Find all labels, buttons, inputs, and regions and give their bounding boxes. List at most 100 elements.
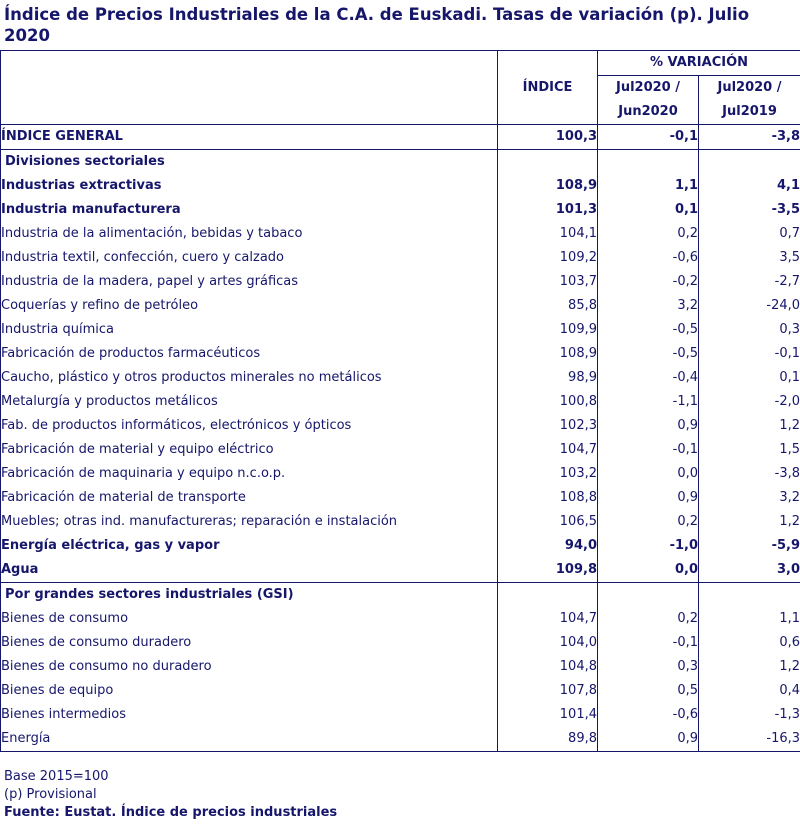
row-index: 89,8 bbox=[497, 727, 598, 752]
row-label: Fabricación de productos farmacéuticos bbox=[0, 342, 498, 366]
row-year: -5,9 bbox=[697, 534, 800, 558]
header-month-line1: Jul2020 / bbox=[615, 80, 680, 95]
row-year: -2,0 bbox=[697, 390, 800, 414]
footnote-base: Base 2015=100 bbox=[4, 769, 109, 784]
table-row: Bienes de equipo 107,8 0,5 0,4 bbox=[0, 679, 800, 703]
row-index: 109,2 bbox=[497, 246, 598, 270]
row-label: ÍNDICE GENERAL bbox=[0, 124, 498, 150]
table-subheader-row: Jul2020 / Jun2020 Jul2020 / Jul2019 bbox=[1, 75, 800, 125]
row-label: Caucho, plástico y otros productos miner… bbox=[0, 366, 498, 390]
row-month: 0,2 bbox=[597, 510, 699, 534]
table-row: Fabricación de maquinaria y equipo n.c.o… bbox=[0, 462, 800, 486]
row-label: Industria de la alimentación, bebidas y … bbox=[0, 222, 498, 246]
row-index: 106,5 bbox=[497, 510, 598, 534]
row-label: Bienes de consumo bbox=[0, 607, 498, 631]
table-row: Industria manufacturera 101,3 0,1 -3,5 bbox=[0, 198, 800, 222]
row-label: Coquerías y refino de petróleo bbox=[0, 294, 498, 318]
document-title: Índice de Precios Industriales de la C.A… bbox=[4, 5, 750, 45]
section-heading: Divisiones sectoriales bbox=[0, 149, 498, 174]
row-label: Industrias extractivas bbox=[0, 174, 498, 198]
header-year-line2: Jul2019 bbox=[722, 104, 777, 119]
table-row: Por grandes sectores industriales (GSI) bbox=[0, 582, 800, 607]
row-label: Agua bbox=[0, 558, 498, 583]
table-row: Bienes de consumo 104,7 0,2 1,1 bbox=[0, 607, 800, 631]
row-index: 109,9 bbox=[497, 318, 598, 342]
row-index: 85,8 bbox=[497, 294, 598, 318]
row-year: -16,3 bbox=[697, 727, 800, 752]
row-label: Muebles; otras ind. manufactureras; repa… bbox=[0, 510, 498, 534]
table-row: Industria textil, confección, cuero y ca… bbox=[0, 246, 800, 270]
table-row: Caucho, plástico y otros productos miner… bbox=[0, 366, 800, 390]
row-index: 103,2 bbox=[497, 462, 598, 486]
row-year: 0,1 bbox=[697, 366, 800, 390]
row-month: -0,5 bbox=[597, 318, 699, 342]
row-index: 100,3 bbox=[497, 124, 598, 150]
row-month: 0,0 bbox=[597, 462, 699, 486]
row-index bbox=[497, 582, 598, 607]
table-row: Industrias extractivas 108,9 1,1 4,1 bbox=[0, 174, 800, 198]
row-month: -0,1 bbox=[597, 631, 699, 655]
row-index: 108,9 bbox=[497, 342, 598, 366]
row-index: 94,0 bbox=[497, 534, 598, 558]
row-month: 0,2 bbox=[597, 607, 699, 631]
row-month: 0,9 bbox=[597, 414, 699, 438]
table-row: Fabricación de material de transporte 10… bbox=[0, 486, 800, 510]
row-month: -0,6 bbox=[597, 703, 699, 727]
row-label: Fabricación de maquinaria y equipo n.c.o… bbox=[0, 462, 498, 486]
row-label: Bienes intermedios bbox=[0, 703, 498, 727]
header-year-line1: Jul2020 / bbox=[717, 80, 782, 95]
table-row: Metalurgía y productos metálicos 100,8 -… bbox=[0, 390, 800, 414]
row-index: 100,8 bbox=[497, 390, 598, 414]
row-index: 109,8 bbox=[497, 558, 598, 583]
row-month: -0,5 bbox=[597, 342, 699, 366]
row-label: Bienes de equipo bbox=[0, 679, 498, 703]
row-month: -0,6 bbox=[597, 246, 699, 270]
footnote-source: Fuente: Eustat. Índice de precios indust… bbox=[4, 805, 338, 820]
row-index: 104,8 bbox=[497, 655, 598, 679]
row-year: -3,5 bbox=[697, 198, 800, 222]
table-row: Industria de la madera, papel y artes gr… bbox=[0, 270, 800, 294]
row-index: 104,0 bbox=[497, 631, 598, 655]
table-row: Fab. de productos informáticos, electrón… bbox=[0, 414, 800, 438]
table-row: Fabricación de productos farmacéuticos 1… bbox=[0, 342, 800, 366]
table-row: Energía eléctrica, gas y vapor 94,0 -1,0… bbox=[0, 534, 800, 558]
row-index: 101,4 bbox=[497, 703, 598, 727]
header-year-change: Jul2020 / Jul2019 bbox=[697, 75, 800, 125]
section-heading: Por grandes sectores industriales (GSI) bbox=[0, 582, 498, 607]
row-year: 3,2 bbox=[697, 486, 800, 510]
row-month: 0,9 bbox=[597, 486, 699, 510]
header-month-line2: Jun2020 bbox=[618, 104, 678, 119]
row-label: Industria textil, confección, cuero y ca… bbox=[0, 246, 498, 270]
table-row: Agua 109,8 0,0 3,0 bbox=[0, 558, 800, 583]
row-year: -1,3 bbox=[697, 703, 800, 727]
row-year: 1,2 bbox=[697, 510, 800, 534]
row-label: Fabricación de material y equipo eléctri… bbox=[0, 438, 498, 462]
row-label: Bienes de consumo duradero bbox=[0, 631, 498, 655]
row-month: 0,3 bbox=[597, 655, 699, 679]
table-row: Bienes de consumo no duradero 104,8 0,3 … bbox=[0, 655, 800, 679]
row-year: 1,1 bbox=[697, 607, 800, 631]
row-year: -2,7 bbox=[697, 270, 800, 294]
table-row: Bienes de consumo duradero 104,0 -0,1 0,… bbox=[0, 631, 800, 655]
row-month: -0,2 bbox=[597, 270, 699, 294]
row-index: 103,7 bbox=[497, 270, 598, 294]
row-index: 98,9 bbox=[497, 366, 598, 390]
price-index-table: ÍNDICE % VARIACIÓN Jul2020 / Jun2020 Jul… bbox=[0, 50, 800, 752]
row-index bbox=[497, 149, 598, 174]
table-row: Bienes intermedios 101,4 -0,6 -1,3 bbox=[0, 703, 800, 727]
row-year: -0,1 bbox=[697, 342, 800, 366]
table-row: Industria química 109,9 -0,5 0,3 bbox=[0, 318, 800, 342]
footnote-provisional: (p) Provisional bbox=[4, 787, 97, 802]
row-year: -3,8 bbox=[697, 462, 800, 486]
row-index: 104,1 bbox=[497, 222, 598, 246]
row-month: 0,0 bbox=[597, 558, 699, 583]
row-year: 3,0 bbox=[697, 558, 800, 583]
table-row: Energía 89,8 0,9 -16,3 bbox=[0, 727, 800, 752]
header-month-change: Jul2020 / Jun2020 bbox=[597, 75, 699, 125]
table-row: ÍNDICE GENERAL 100,3 -0,1 -3,8 bbox=[0, 124, 800, 150]
row-index: 102,3 bbox=[497, 414, 598, 438]
row-month bbox=[597, 149, 699, 174]
row-year: 0,4 bbox=[697, 679, 800, 703]
table-row: Industria de la alimentación, bebidas y … bbox=[0, 222, 800, 246]
